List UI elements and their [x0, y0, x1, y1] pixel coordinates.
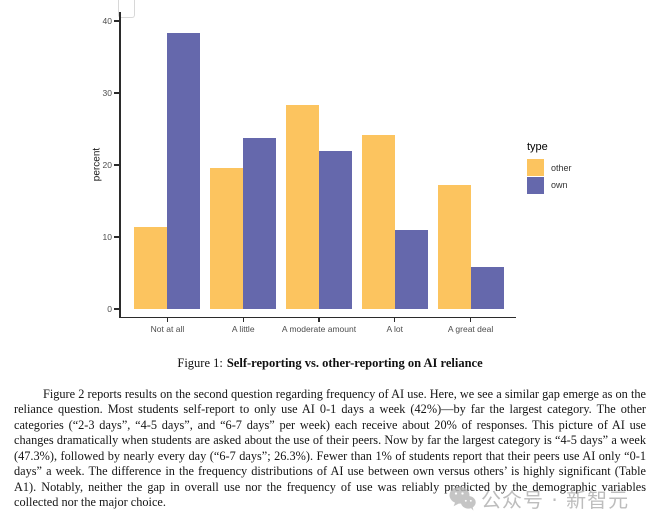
y-tick-label: 40	[102, 15, 112, 26]
x-tick-mark	[166, 317, 169, 322]
caption-label: Figure 1:	[177, 356, 223, 370]
bar-other-a-great-deal	[437, 185, 471, 309]
figure-caption: Figure 1: Self-reporting vs. other-report…	[0, 356, 660, 371]
legend-label-other: other	[551, 162, 572, 173]
legend-title: type	[527, 141, 548, 153]
body-paragraph: Figure 2 reports results on the second q…	[14, 387, 646, 510]
figure1-bar-chart: percent type other own 0 10 20 30 40 Not at al…	[91, 0, 572, 334]
y-tick-mark	[114, 236, 120, 238]
y-axis-line	[119, 12, 121, 317]
x-tick-mark	[242, 317, 244, 322]
crop-artifact-box	[118, 0, 135, 18]
legend-swatch-own	[527, 176, 544, 194]
bar-other-a-lot	[361, 134, 395, 309]
bar-other-not-at-all	[134, 226, 168, 309]
x-axis-line	[119, 316, 517, 318]
x-tick-label: A moderate amount	[281, 324, 357, 334]
bar-own-a-moderate-amount	[319, 151, 352, 309]
x-tick-label: Not at all	[150, 324, 185, 334]
y-tick-mark	[114, 20, 120, 22]
bar-own-not-at-all	[167, 32, 201, 309]
y-tick-mark	[114, 308, 120, 310]
x-tick-mark	[394, 317, 396, 322]
y-tick-label: 20	[102, 159, 112, 170]
x-tick-mark	[469, 317, 472, 322]
x-tick-label: A lot	[386, 324, 404, 334]
bar-own-a-great-deal	[470, 266, 504, 309]
legend-items: other own	[527, 159, 572, 194]
y-tick-label: 30	[102, 87, 112, 98]
y-tick-mark	[114, 164, 120, 166]
x-tick-label: A great deal	[447, 324, 494, 334]
y-tick-mark	[114, 92, 120, 94]
bar-other-a-moderate-amount	[286, 105, 319, 309]
caption-title: Self-reporting vs. other-reporting on AI…	[226, 356, 483, 370]
x-tick-label: A little	[231, 324, 255, 334]
y-tick-label: 10	[102, 231, 112, 242]
y-tick-label: 0	[107, 303, 112, 314]
legend-item-other: other	[527, 159, 572, 177]
bar-own-a-lot	[394, 229, 428, 309]
chart-legend: type other own	[527, 141, 572, 194]
x-tick-mark	[318, 317, 320, 322]
bar-own-a-little	[243, 137, 277, 309]
legend-label-own: own	[551, 180, 568, 191]
bar-other-a-little	[210, 167, 244, 309]
legend-swatch-other	[527, 159, 544, 177]
legend-item-own: own	[527, 176, 572, 195]
